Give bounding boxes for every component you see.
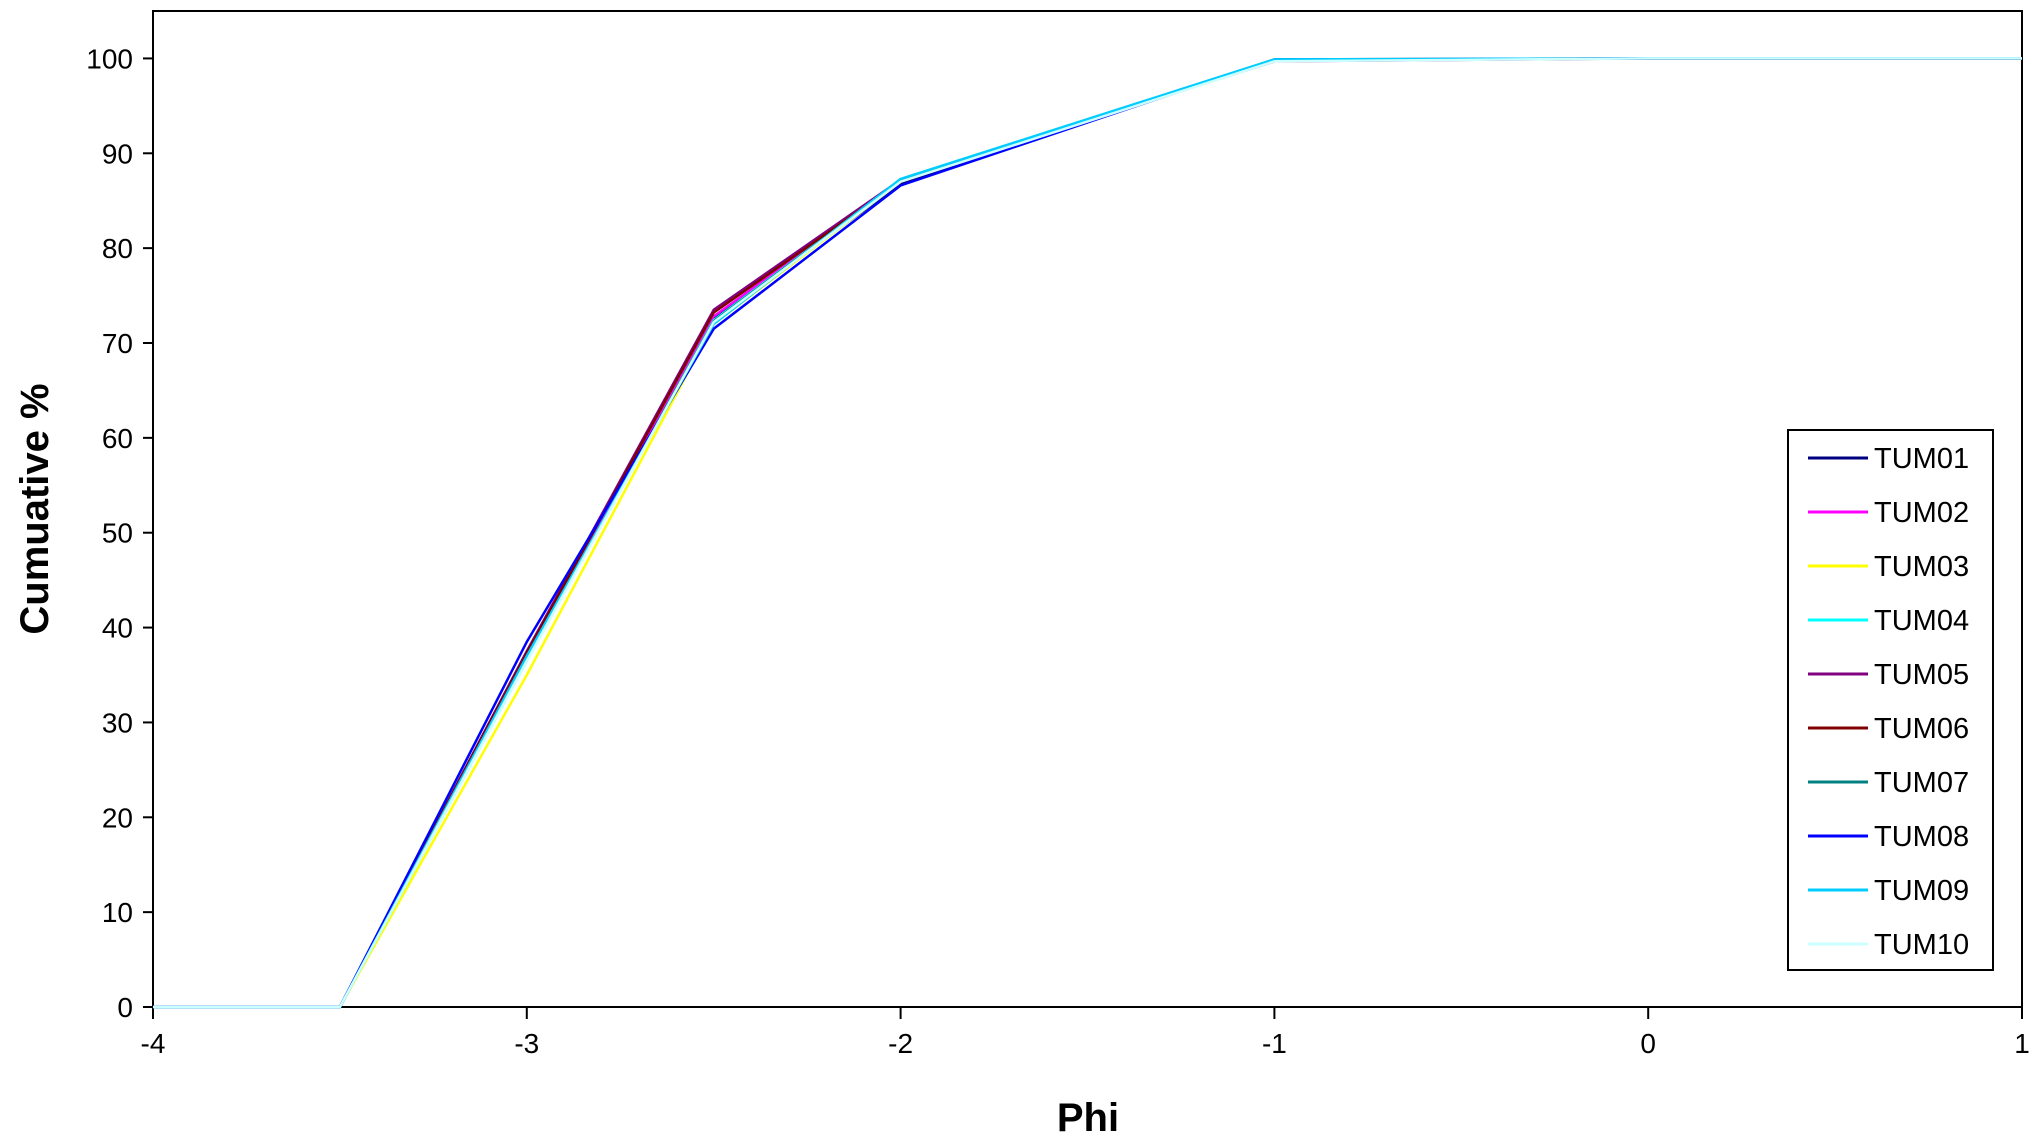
- y-tick-label: 50: [102, 518, 133, 549]
- legend-label: TUM04: [1874, 605, 1969, 637]
- y-tick-label: 80: [102, 233, 133, 264]
- legend: TUM01 TUM02 TUM03 TUM04 TUM05 TUM06 TUM07 TUM08…: [1787, 429, 1994, 971]
- legend-label: TUM02: [1874, 497, 1969, 529]
- y-axis: 0 10 20 30 40 50 60 70 80 90 100: [86, 43, 153, 1023]
- y-tick-label: 10: [102, 897, 133, 928]
- y-tick-label: 90: [102, 138, 133, 169]
- y-tick-label: 40: [102, 613, 133, 644]
- series-lines: [153, 57, 2022, 1009]
- x-tick-label: -3: [514, 1028, 539, 1059]
- legend-label: TUM05: [1874, 659, 1969, 691]
- legend-label: TUM01: [1874, 443, 1969, 475]
- legend-label: TUM06: [1874, 713, 1969, 745]
- x-tick-label: -4: [141, 1028, 166, 1059]
- legend-label: TUM03: [1874, 551, 1969, 583]
- y-tick-label: 30: [102, 707, 133, 738]
- y-tick-label: 20: [102, 802, 133, 833]
- legend-box: [1787, 429, 1994, 971]
- y-tick-label: 100: [86, 43, 133, 74]
- series-line-tum10: [153, 57, 2022, 1009]
- plot-area: [152, 10, 2023, 1008]
- legend-label: TUM07: [1874, 767, 1969, 799]
- x-tick-label: -1: [1262, 1028, 1287, 1059]
- x-tick-label: 1: [2014, 1028, 2030, 1059]
- legend-label: TUM10: [1874, 929, 1969, 961]
- y-tick-label: 70: [102, 328, 133, 359]
- x-tick-label: -2: [888, 1028, 913, 1059]
- y-tick-label: 0: [117, 992, 133, 1023]
- legend-label: TUM08: [1874, 821, 1969, 853]
- x-tick-label: 0: [1640, 1028, 1656, 1059]
- legend-label: TUM09: [1874, 875, 1969, 907]
- y-axis-title: Cumuative %: [13, 383, 57, 634]
- x-axis: -4 -3 -2 -1 0 1: [141, 1007, 2030, 1059]
- y-tick-label: 60: [102, 423, 133, 454]
- x-axis-title: Phi: [1057, 1096, 1119, 1139]
